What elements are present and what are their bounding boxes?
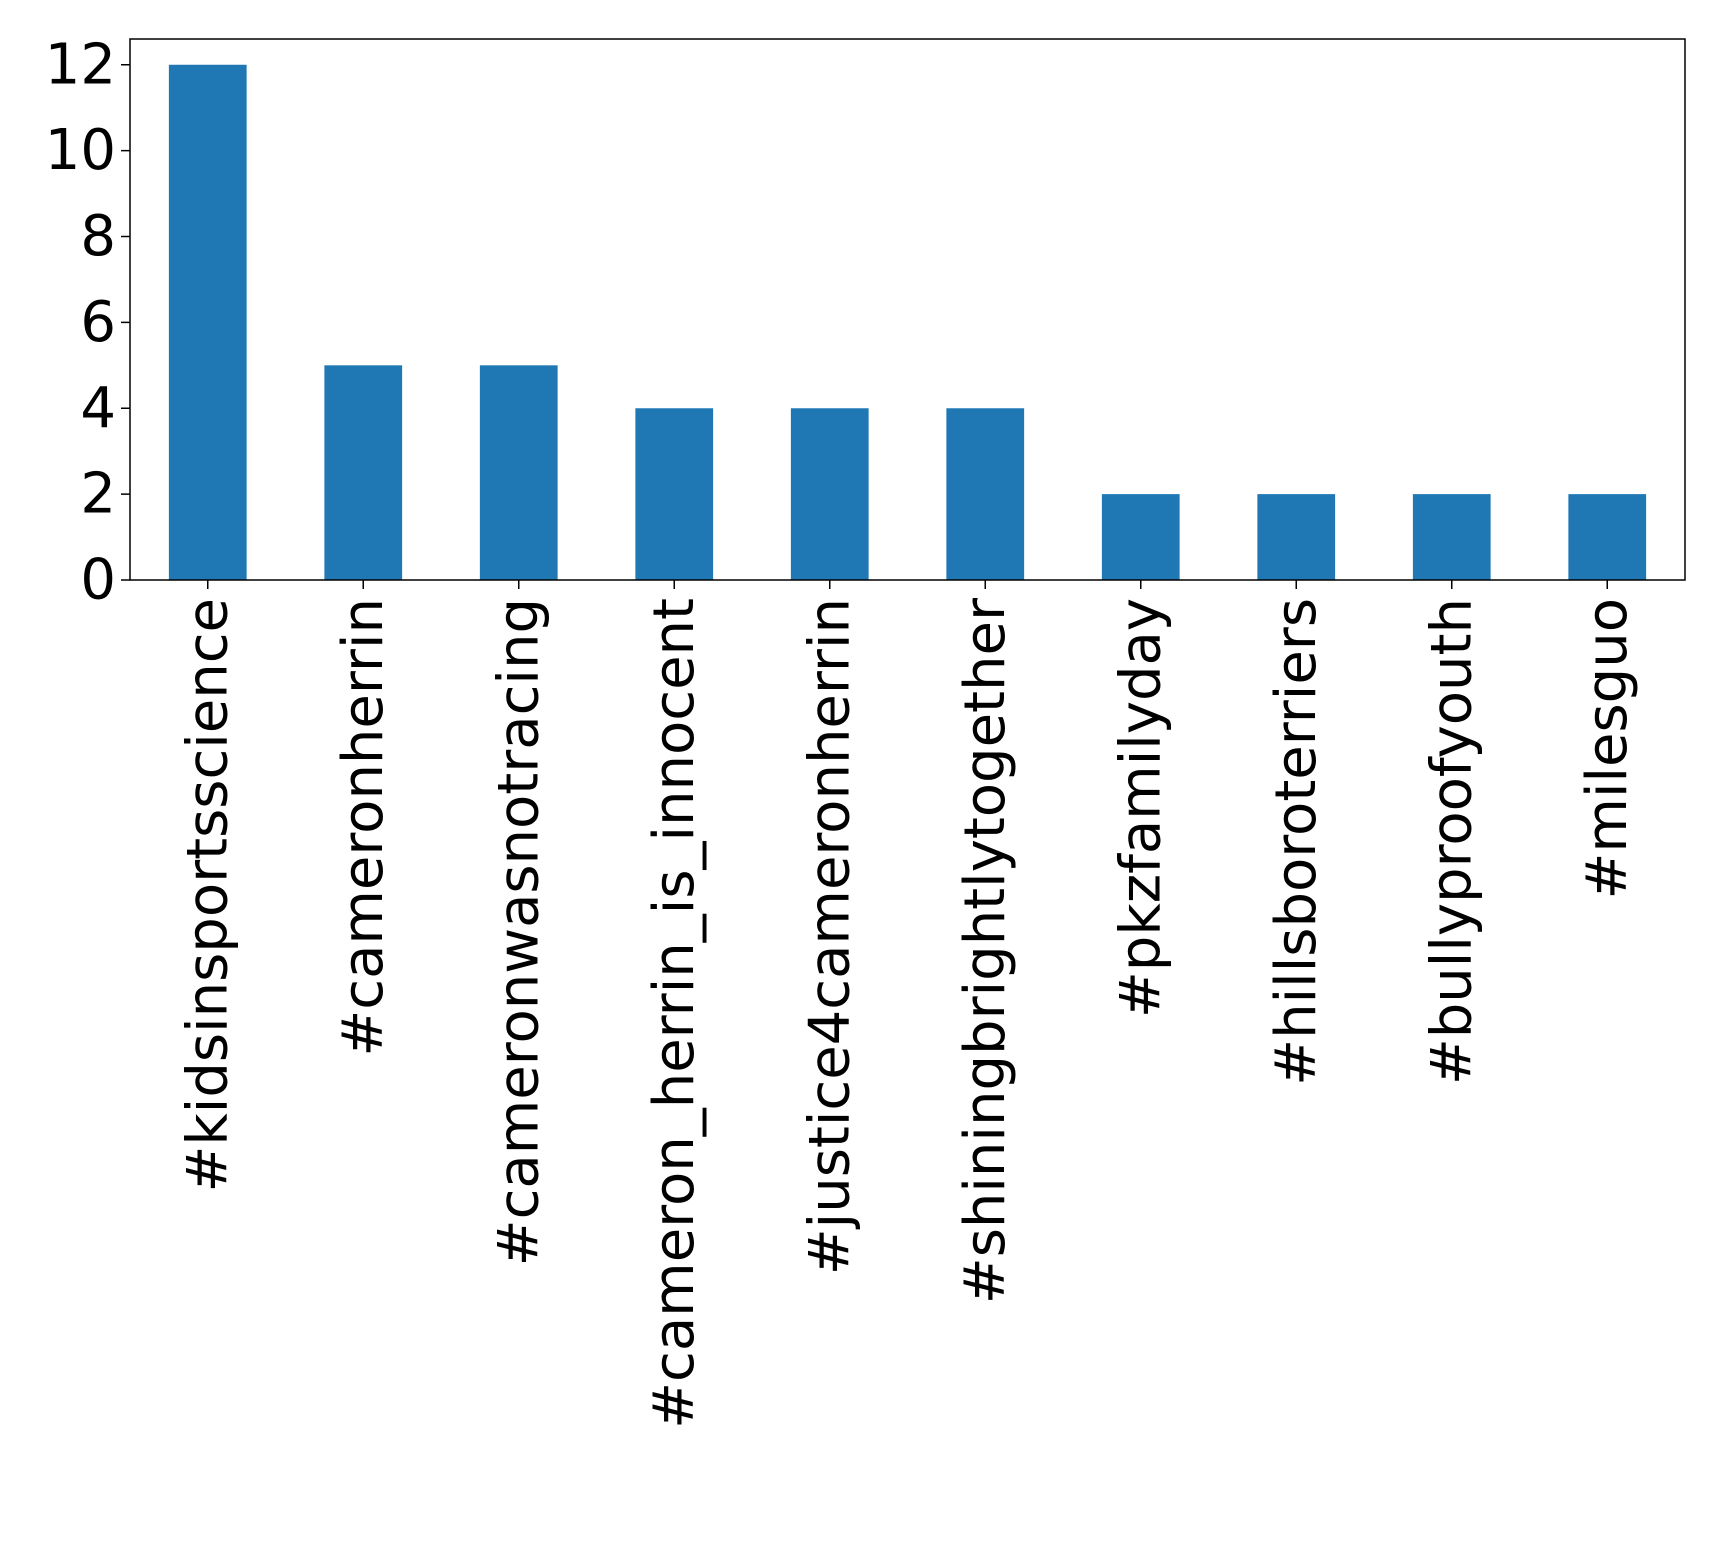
y-tick-label: 8 [80,204,116,269]
bar-6 [1101,494,1180,580]
bar-5 [946,408,1025,580]
bar-1 [324,365,403,580]
bar-7 [1257,494,1336,580]
x-tick-label: #cameron_herrin_is_innocent [642,598,707,1429]
bars-group [168,64,1647,580]
x-tick-label: #shiningbrightlytogether [953,597,1018,1304]
x-tick-label: #kidsinsportsscience [175,598,240,1193]
bar-9 [1568,494,1647,580]
y-tick-label: 10 [45,118,116,183]
bar-8 [1412,494,1491,580]
x-tick-label: #cameronwasnotracing [486,598,551,1266]
x-tick-label: #justice4cameronherrin [797,598,862,1275]
y-tick-label: 12 [45,32,116,97]
plot-frame [129,38,1686,581]
bar-3 [635,408,714,580]
bar-4 [790,408,869,580]
x-tick-label: #bullyproofyouth [1419,598,1484,1085]
bar-2 [479,365,558,580]
y-tick-label: 4 [80,376,116,441]
bar-0 [168,64,247,580]
y-tick-label: 0 [80,548,116,613]
y-tick-label: 6 [80,290,116,355]
x-tick-label: #cameronherrin [331,598,396,1057]
ticks-group: #kidsinsportsscience #cameronherrin #camer… [45,32,1640,1429]
y-tick-label: 2 [80,462,116,527]
x-tick-label: #milesguo [1575,598,1640,900]
x-tick-label: #pkzfamilyday [1108,598,1173,1018]
x-tick-label: #hillsboroterriers [1264,598,1329,1086]
